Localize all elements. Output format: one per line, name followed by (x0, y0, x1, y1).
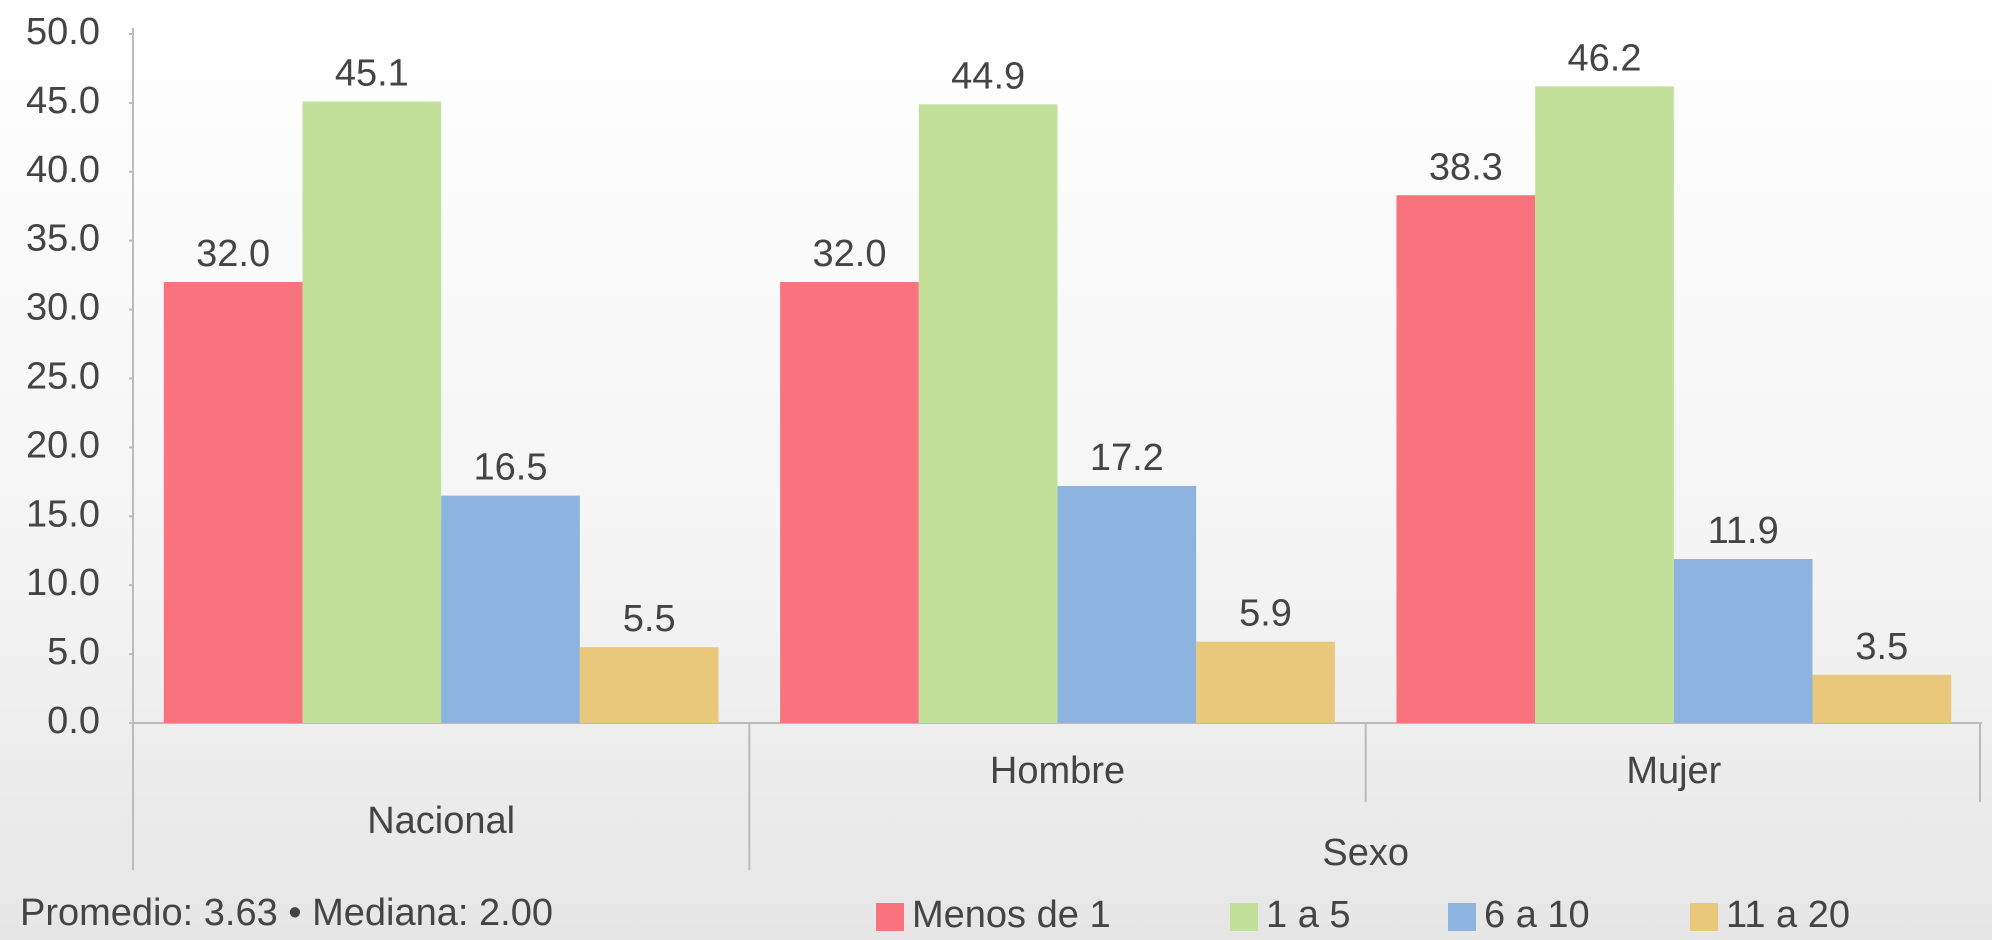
value-label: 38.3 (1429, 146, 1503, 188)
value-label: 5.5 (623, 598, 676, 640)
value-label: 16.5 (474, 447, 548, 489)
group-label: Sexo (1322, 832, 1409, 874)
y-tick-label: 40.0 (26, 149, 100, 191)
value-label: 46.2 (1568, 37, 1642, 79)
x-tick-label: Nacional (367, 800, 515, 842)
y-tick-label: 10.0 (26, 562, 100, 604)
legend-label: Menos de 1 (912, 894, 1111, 936)
bar (1812, 674, 1952, 723)
bar (302, 101, 442, 724)
value-label: 17.2 (1090, 437, 1164, 479)
legend-swatch (876, 903, 904, 931)
bar (1396, 195, 1536, 723)
y-tick-label: 20.0 (26, 424, 100, 466)
bar (1535, 86, 1674, 723)
x-tick-label: Hombre (990, 750, 1125, 792)
value-label: 45.1 (335, 53, 409, 95)
bar (918, 104, 1058, 723)
annotation: Promedio: 3.63 • Mediana: 2.00 (20, 892, 553, 934)
y-tick-label: 45.0 (26, 80, 100, 122)
y-tick-label: 5.0 (47, 631, 100, 673)
bar (1057, 485, 1197, 723)
legend-label: 11 a 20 (1726, 894, 1850, 936)
y-tick-label: 0.0 (47, 700, 100, 742)
legend-swatch (1690, 903, 1718, 931)
bar (780, 282, 919, 723)
value-label: 3.5 (1855, 626, 1908, 668)
bar (163, 282, 303, 723)
value-label: 32.0 (813, 233, 887, 275)
bar (441, 495, 580, 723)
y-tick-label: 35.0 (26, 218, 100, 260)
value-label: 11.9 (1708, 510, 1779, 552)
legend-swatch (1230, 903, 1258, 931)
y-tick-label: 30.0 (26, 287, 100, 329)
value-label: 32.0 (196, 233, 270, 275)
x-tick-label: Mujer (1626, 750, 1721, 792)
legend-label: 6 a 10 (1484, 894, 1590, 936)
y-tick-label: 50.0 (26, 11, 100, 53)
bar (1196, 641, 1335, 723)
y-tick-label: 25.0 (26, 356, 100, 398)
bar (579, 647, 719, 723)
value-label: 5.9 (1239, 593, 1292, 635)
value-label: 44.9 (951, 55, 1025, 97)
legend-swatch (1448, 903, 1476, 931)
bar (1673, 559, 1813, 723)
y-tick-label: 15.0 (26, 493, 100, 535)
legend-label: 1 a 5 (1266, 894, 1351, 936)
